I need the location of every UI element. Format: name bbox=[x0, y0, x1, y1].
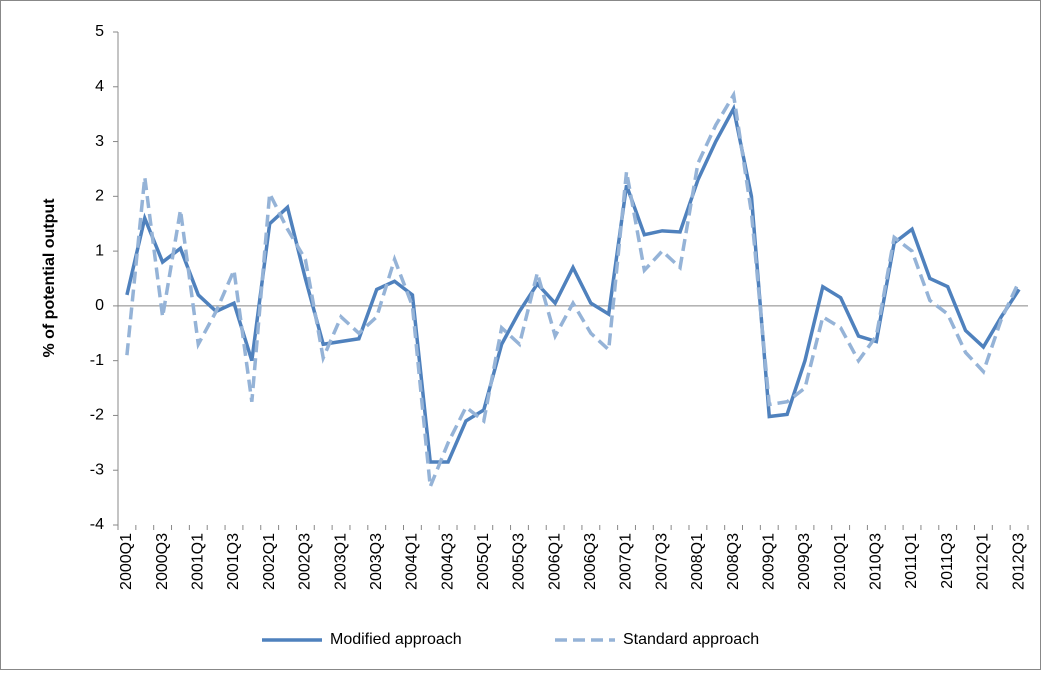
x-tick-label: 2002Q3 bbox=[297, 533, 314, 590]
x-tick-label: 2005Q1 bbox=[475, 533, 492, 590]
x-tick-label: 2009Q3 bbox=[796, 533, 813, 590]
x-tick-label: 2008Q1 bbox=[689, 533, 706, 590]
x-tick-label: 2011Q3 bbox=[939, 533, 956, 589]
x-tick-label: 2000Q3 bbox=[154, 533, 171, 590]
y-tick-label: 3 bbox=[95, 133, 104, 150]
legend-label: Modified approach bbox=[330, 631, 462, 648]
x-tick-label: 2002Q1 bbox=[261, 533, 278, 590]
x-tick-label: 2000Q1 bbox=[118, 533, 135, 590]
y-tick-label: 5 bbox=[95, 23, 104, 40]
y-tick-label: 4 bbox=[95, 78, 104, 95]
x-tick-label: 2003Q3 bbox=[368, 533, 385, 590]
x-tick-label: 2010Q1 bbox=[832, 533, 849, 590]
y-tick-label: -4 bbox=[90, 516, 104, 533]
y-axis-title: % of potential output bbox=[41, 198, 58, 358]
y-tick-label: 1 bbox=[95, 242, 104, 259]
y-tick-label: -1 bbox=[90, 352, 104, 369]
x-tick-label: 2011Q1 bbox=[903, 533, 920, 589]
x-tick-label: 2005Q3 bbox=[511, 533, 528, 590]
x-tick-label: 2012Q3 bbox=[1010, 533, 1027, 590]
y-tick-label: 2 bbox=[95, 188, 104, 205]
x-tick-label: 2012Q1 bbox=[975, 533, 992, 590]
x-tick-label: 2007Q3 bbox=[653, 533, 670, 590]
legend-label: Standard approach bbox=[623, 631, 759, 648]
x-tick-label: 2009Q1 bbox=[760, 533, 777, 590]
x-tick-label: 2004Q3 bbox=[439, 533, 456, 590]
x-tick-label: 2006Q3 bbox=[582, 533, 599, 590]
x-tick-label: 2003Q1 bbox=[332, 533, 349, 590]
y-tick-label: -2 bbox=[90, 407, 104, 424]
x-tick-label: 2001Q3 bbox=[225, 533, 242, 590]
x-tick-label: 2007Q1 bbox=[618, 533, 635, 590]
x-tick-label: 2004Q1 bbox=[404, 533, 421, 590]
x-tick-label: 2008Q3 bbox=[725, 533, 742, 590]
series-line bbox=[125, 89, 1021, 488]
x-tick-label: 2001Q1 bbox=[190, 533, 207, 590]
x-tick-label: 2006Q1 bbox=[546, 533, 563, 590]
y-tick-label: -3 bbox=[90, 461, 104, 478]
y-tick-label: 0 bbox=[95, 297, 104, 314]
series-line bbox=[125, 103, 1021, 464]
x-tick-label: 2010Q3 bbox=[868, 533, 885, 590]
